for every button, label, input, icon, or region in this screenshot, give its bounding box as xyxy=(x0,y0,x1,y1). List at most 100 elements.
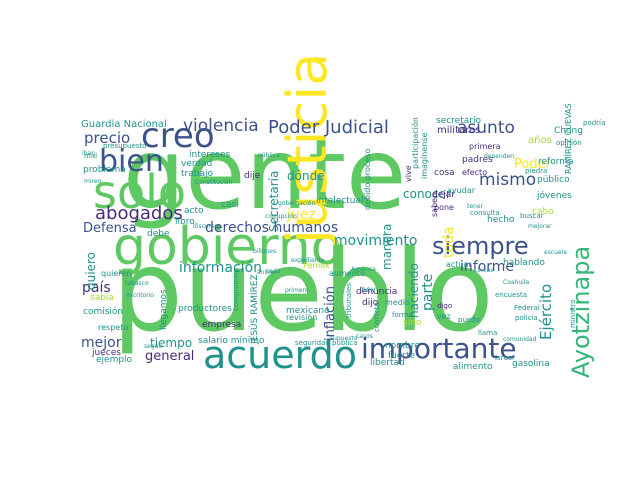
word-medio: medio xyxy=(385,298,410,307)
word-libertad: libertad xyxy=(370,358,405,368)
word-padres: padres xyxy=(462,155,493,165)
word-compromiso: compromiso xyxy=(232,268,240,311)
word-sabia: sabía xyxy=(90,293,114,303)
word-bien: bien xyxy=(99,144,164,179)
word-iban: iban xyxy=(82,150,95,157)
word-jesus-ramirez: JESÚS RAMÍREZ xyxy=(248,274,260,345)
word-importante: importante xyxy=(361,332,517,365)
word-seguridad-publica: seguridad pública xyxy=(295,339,357,347)
word-informe: informe xyxy=(460,259,514,275)
word-ejercito: Ejército xyxy=(537,284,555,340)
word-pemex: Pemex xyxy=(303,261,330,270)
word-secretario: secretario xyxy=(436,116,481,126)
word-comunidad: comunidad xyxy=(503,336,537,343)
word-creo: creo xyxy=(141,116,215,156)
word-reforma: reforma xyxy=(538,157,574,167)
word-pone: pone xyxy=(434,203,454,212)
word-conflicto: conflicto xyxy=(373,302,381,332)
word-consulta: consulta xyxy=(470,209,500,217)
word-parte: parte xyxy=(420,274,436,311)
word-libro: libro xyxy=(175,217,195,227)
word-dependen: dependen xyxy=(484,153,514,160)
word-quiero: quiero xyxy=(84,252,98,290)
word-donde: dónde xyxy=(287,169,325,183)
word-empresa: empresa xyxy=(202,320,241,330)
word-supuesto: supuesto xyxy=(330,335,358,342)
word-ministro: ministro xyxy=(569,299,577,328)
word-cada: cada xyxy=(266,268,281,275)
word-jovenes: jóvenes xyxy=(536,190,572,201)
word-productores: productores xyxy=(178,304,232,314)
word-juez: juez xyxy=(286,207,316,223)
word-ayotzinapa: Ayotzinapa xyxy=(567,246,595,378)
word-imaginense: imagínense xyxy=(420,133,429,179)
word-derechos-humanos: derechos humanos xyxy=(205,220,338,236)
word-secretaria: Secretaría xyxy=(267,171,281,232)
word-pais: país xyxy=(82,280,111,296)
word-acuerdo: acuerdo xyxy=(203,333,357,377)
word-mejor: mejor xyxy=(81,335,122,351)
word-piedra: piedra xyxy=(525,167,547,175)
word-gasolina: gasolina xyxy=(512,359,550,369)
word-tabasco: tabasco xyxy=(125,280,149,287)
word-guardia-nacional: Guardia Nacional xyxy=(81,119,167,130)
word-seguir: seguir xyxy=(144,343,163,350)
word-actuar: actuar xyxy=(446,260,472,269)
word-militares: militares xyxy=(437,125,480,136)
word-discurso: discurso xyxy=(193,223,218,230)
word-salario-minimo: salario mínimo xyxy=(198,336,265,346)
word-anos: años xyxy=(528,135,552,146)
word-revision: revisión xyxy=(286,312,317,322)
word-publica: pública xyxy=(258,152,280,159)
word-sino: sino xyxy=(403,318,422,328)
word-billones: billones xyxy=(253,248,276,255)
word-respeto: respeto xyxy=(98,323,128,332)
word-trabajo: trabajo xyxy=(181,169,213,179)
word-vive: vive xyxy=(404,165,413,182)
word-digo: digo xyxy=(437,302,452,310)
word-verdad: verdad xyxy=(181,159,212,169)
word-violencia: violencia xyxy=(183,116,259,136)
word-primera: primera xyxy=(469,142,501,151)
word-puedo: puedo xyxy=(458,316,480,324)
word-casi: casi xyxy=(221,200,239,210)
word-denuncia: denuncia xyxy=(356,287,397,297)
word-escritorio: escritorio xyxy=(126,292,154,299)
word-mejorar: mejorar xyxy=(528,223,552,230)
word-toda: toda xyxy=(441,226,457,258)
word-encuesta: encuesta xyxy=(495,291,527,299)
word-miren: miren xyxy=(84,178,102,185)
word-opinion: opinión xyxy=(556,139,582,147)
word-cabo: cabo xyxy=(532,207,554,217)
word-animo: ánimo xyxy=(257,269,276,276)
word-mexicano: mexicano xyxy=(286,306,330,316)
word-defensa: Defensa xyxy=(83,221,137,236)
word-conocer: conocer xyxy=(403,187,451,201)
word-nombre: nombre xyxy=(385,341,420,351)
word-constitucion: Constitución xyxy=(195,179,233,186)
word-llama: llama xyxy=(478,329,497,337)
word-mal: mal xyxy=(84,152,97,160)
word-manera: manera xyxy=(380,224,394,270)
word-haciendo: haciendo xyxy=(407,263,421,318)
word-america: América xyxy=(351,266,376,273)
word-hecho: hecho xyxy=(487,215,515,225)
word-tribunales: tribunales xyxy=(345,283,353,318)
word-precio: precio xyxy=(84,129,130,147)
word-intereses: intereses xyxy=(189,150,231,160)
word-escuela: escuela xyxy=(544,249,567,256)
word-inflacion: inflación xyxy=(323,286,338,341)
word-corrupcion: corrupción xyxy=(265,213,297,220)
word-comision: comisión xyxy=(83,306,123,317)
word-tiempo: tiempo xyxy=(150,336,192,350)
word-ramirez-cuevas: RAMÍREZ CUEVAS xyxy=(562,103,573,174)
word-solo: sólo xyxy=(93,165,186,219)
word-aumento: aumento xyxy=(329,269,365,278)
word-siempre: siempre xyxy=(432,232,529,260)
word-debe: debe xyxy=(147,229,170,239)
word-saben: saben xyxy=(430,193,439,217)
word-cosa: cosa xyxy=(434,168,455,178)
word-lineas: Lineas xyxy=(474,267,493,274)
